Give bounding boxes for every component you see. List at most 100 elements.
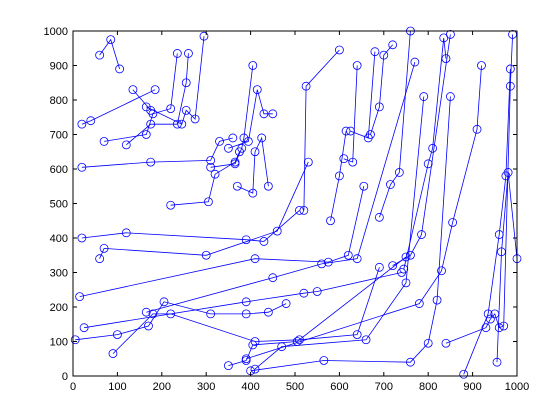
data-point: [319, 356, 329, 365]
data-point: [77, 119, 87, 129]
y-axis: 0 100 200 300 400 500 600 700 800 900 1000: [44, 26, 517, 383]
data-point: [343, 250, 353, 260]
series-line: [343, 65, 358, 163]
data-point: [417, 230, 426, 239]
series-30: [241, 61, 486, 364]
data-point: [299, 288, 309, 298]
x-tick-label: 700: [375, 381, 393, 393]
data-point: [77, 233, 87, 243]
data-point: [295, 205, 304, 215]
series-line: [228, 256, 407, 366]
data-point: [263, 307, 273, 317]
data-point: [79, 323, 89, 333]
data-point: [401, 252, 411, 262]
series-13: [77, 205, 304, 246]
data-point: [394, 168, 404, 177]
data-point: [414, 299, 424, 308]
data-point: [95, 50, 105, 60]
data-point: [206, 309, 216, 319]
series-line: [99, 161, 309, 259]
data-point: [374, 262, 384, 272]
data-point: [485, 314, 495, 324]
data-point: [379, 50, 389, 60]
data-point: [166, 200, 176, 210]
data-point: [150, 85, 160, 95]
data-point: [257, 133, 267, 143]
data-point: [361, 335, 371, 345]
y-tick-label: 400: [50, 233, 68, 245]
data-point: [505, 81, 515, 91]
data-point: [146, 157, 156, 167]
data-point: [159, 297, 169, 307]
data-point: [388, 40, 398, 50]
series-32: [441, 30, 517, 348]
series-17: [346, 47, 380, 143]
series-line: [463, 68, 511, 375]
data-point: [232, 181, 242, 191]
series-line: [146, 36, 205, 125]
data-point: [301, 81, 311, 91]
data-point: [141, 102, 151, 112]
x-tick-label: 200: [153, 381, 171, 393]
data-point: [428, 143, 438, 153]
series-line: [81, 210, 300, 242]
data-point: [339, 154, 349, 164]
series-18: [75, 181, 369, 302]
data-point: [472, 124, 482, 134]
series-line: [84, 272, 402, 329]
data-point: [370, 47, 380, 57]
series-line: [370, 44, 394, 135]
data-point: [181, 78, 191, 88]
data-point: [206, 155, 216, 165]
series-8: [166, 147, 244, 210]
data-point: [448, 218, 458, 227]
series-line: [237, 136, 269, 194]
series-line: [146, 61, 416, 313]
x-axis: 0 100 200 300 400 500 600 700 800 900 1000: [70, 31, 529, 393]
data-point: [177, 119, 187, 129]
data-point: [459, 369, 469, 379]
data-point: [492, 357, 502, 367]
data-point: [406, 357, 415, 367]
plot-frame: [72, 30, 518, 377]
data-point: [359, 181, 369, 191]
x-tick-label: 500: [286, 381, 304, 393]
series-14: [326, 126, 351, 226]
data-point: [432, 295, 442, 305]
data-point: [505, 64, 515, 74]
data-point: [166, 309, 176, 319]
data-point: [241, 354, 251, 364]
data-point: [115, 64, 125, 74]
series-line: [99, 38, 120, 70]
data-point: [477, 61, 486, 70]
series-7: [77, 133, 238, 172]
data-point: [204, 197, 213, 207]
data-point: [352, 61, 362, 70]
data-point: [141, 307, 151, 317]
data-point: [172, 49, 182, 58]
data-point: [268, 273, 278, 283]
data-point: [106, 35, 116, 45]
data-point: [108, 349, 118, 358]
series-line: [228, 89, 273, 149]
series-29: [246, 92, 455, 376]
data-point: [250, 254, 260, 264]
y-tick-label: 1000: [44, 26, 68, 38]
data-point: [437, 266, 446, 276]
data-point: [248, 188, 258, 198]
data-point: [250, 147, 260, 157]
series-9: [206, 61, 258, 172]
series-6: [141, 31, 209, 129]
data-point: [346, 126, 355, 136]
data-point: [494, 323, 504, 333]
series-23: [79, 268, 406, 333]
series-16: [339, 61, 362, 167]
series-line: [210, 65, 254, 168]
data-point: [248, 340, 258, 350]
series-15: [95, 157, 313, 264]
data-point: [259, 237, 269, 246]
series-20: [374, 26, 415, 222]
series-line: [75, 301, 287, 341]
data-point: [228, 133, 238, 143]
